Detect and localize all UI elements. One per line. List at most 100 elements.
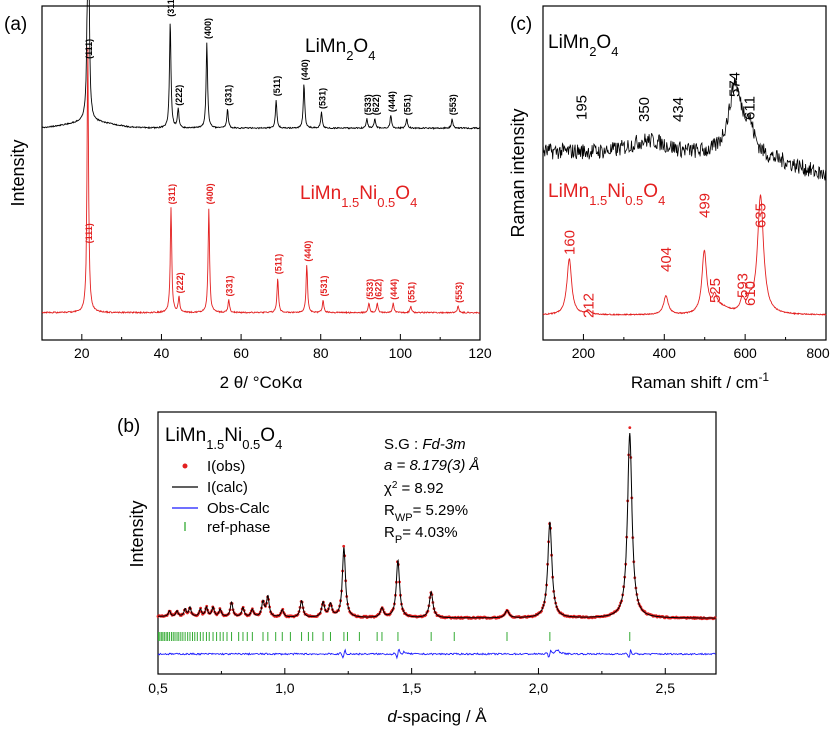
r-p: RP= 4.03%	[384, 524, 458, 546]
b-xtick-label: 1,5	[402, 680, 422, 696]
a-xtick-label: 60	[233, 345, 249, 361]
panel-b-xlabel: d-spacing / Å	[387, 707, 487, 726]
panel-a-series	[41, 0, 481, 315]
panel-a-legend-limn2o4: LiMn2O4	[305, 36, 375, 63]
a-hkl-label: (531)	[318, 88, 328, 109]
a-xtick-label: 20	[74, 345, 90, 361]
panel-a-legend-lmno: LiMn1.5Ni0.5O4	[300, 183, 417, 210]
c-band-label: 160	[561, 230, 578, 255]
panel-a-hkl-labels: (111) (311) (222) (400) (331) (511) (440) (531)…	[84, 0, 464, 303]
a-hkl-label: (400)	[205, 183, 215, 204]
c-band-label: 611	[742, 96, 759, 120]
c-band-label: 593	[734, 273, 751, 298]
panel-a-xrd: (a) 20 40 60 80 100 120 (111)(311)(222)(400)(…	[4, 0, 492, 392]
panel-a-ylabel: Intensity	[8, 139, 28, 206]
a-hkl-label: (531)	[319, 276, 329, 297]
panel-c-frame	[542, 5, 827, 341]
c-xtick-label: 600	[733, 345, 757, 361]
c-band-label: 574	[727, 72, 744, 97]
legend-obs-marker	[182, 463, 188, 469]
panel-b-ylabel: Intensity	[127, 500, 147, 567]
b-obs-point	[628, 426, 632, 429]
c-series-lmno	[542, 194, 827, 317]
c-xtick-label: 400	[653, 345, 677, 361]
a-hkl-label: (533)	[363, 94, 373, 115]
panel-b-label: (b)	[117, 416, 140, 437]
a-hkl-label: (551)	[407, 282, 417, 303]
a-hkl-label: (222)	[175, 272, 185, 293]
b-xtick-label: 2,0	[529, 680, 549, 696]
b-calc-line	[158, 433, 716, 619]
a-hkl-label: (111)	[84, 223, 94, 243]
a-hkl-label: (444)	[389, 279, 399, 300]
c-band-label: 525	[707, 278, 724, 303]
panel-b-x-ticks: 0,5 1,0 1,5 2,0 2,5	[148, 668, 675, 696]
c-band-label: 195	[573, 95, 590, 120]
a-hkl-label: (511)	[272, 76, 282, 97]
chi-squared: χ2 = 8.92	[384, 480, 444, 498]
a-hkl-label: (440)	[300, 59, 310, 80]
a-hkl-label: (222)	[174, 85, 184, 106]
c-series-limn2o4	[542, 77, 826, 181]
a-hkl-label: (444)	[387, 91, 397, 112]
r-wp: RWP= 5.29%	[384, 502, 468, 524]
panel-c-ylabel: Raman intensity	[508, 108, 528, 237]
panel-a-x-ticks: 20 40 60 80 100 120	[41, 334, 492, 361]
a-series-0	[41, 0, 480, 130]
legend-diff-label: Obs-Calc	[207, 500, 270, 517]
legend-obs-label: I(obs)	[207, 458, 245, 475]
c-xtick-label: 800	[806, 345, 830, 361]
panel-b-legend: I(obs) I(calc) Obs-Calc ref-phase	[172, 458, 270, 536]
panel-c-xlabel: Raman shift / cm-1	[631, 370, 770, 392]
space-group: S.G : Fd-3m	[384, 436, 466, 453]
c-band-label: 350	[636, 97, 653, 122]
panel-c-series	[542, 77, 827, 317]
panel-b-compound: LiMn1.5Ni0.5O4	[165, 425, 282, 452]
b-xtick-label: 1,0	[275, 680, 295, 696]
a-hkl-label: (311)	[167, 184, 177, 205]
a-series-1	[41, 47, 481, 315]
panel-b-series	[156, 426, 717, 660]
a-hkl-label: (622)	[373, 279, 383, 300]
legend-calc-label: I(calc)	[207, 479, 248, 496]
a-xtick-label: 120	[468, 345, 492, 361]
c-band-label: 499	[696, 193, 713, 218]
c-xtick-label: 200	[572, 345, 596, 361]
a-hkl-label: (440)	[303, 241, 313, 262]
panel-a-frame	[41, 5, 481, 341]
legend-ref-label: ref-phase	[207, 519, 270, 536]
a-hkl-label: (551)	[403, 94, 413, 115]
b-diff-line	[157, 648, 716, 660]
panel-b-refinement: S.G : Fd-3m a = 8.179(3) Å χ2 = 8.92 RWP=…	[384, 436, 479, 546]
c-band-label: 212	[580, 293, 597, 318]
a-hkl-label: (331)	[224, 85, 234, 106]
a-hkl-label: (400)	[203, 18, 213, 39]
c-band-label: 404	[658, 247, 675, 272]
c-band-label: 610	[742, 281, 759, 306]
c-band-label: 635	[753, 203, 770, 228]
a-hkl-label: (622)	[371, 94, 381, 115]
panel-a-label: (a)	[4, 14, 27, 35]
a-hkl-label: (511)	[274, 254, 284, 275]
panel-c-label: (c)	[510, 14, 532, 35]
a-xtick-label: 40	[154, 345, 170, 361]
a-hkl-label: (311)	[166, 0, 176, 17]
a-hkl-label: (331)	[225, 276, 235, 297]
a-hkl-label: (553)	[454, 282, 464, 303]
panel-b-frame	[157, 411, 717, 675]
panel-c-legend-lmno: LiMn1.5Ni0.5O4	[548, 181, 665, 208]
panel-c-x-ticks: 200 400 600 800	[542, 334, 830, 361]
b-xtick-label: 2,5	[656, 680, 676, 696]
lattice-parameter: a = 8.179(3) Å	[384, 457, 479, 474]
a-xtick-label: 80	[313, 345, 329, 361]
a-hkl-label: (533)	[365, 279, 375, 300]
a-hkl-label: (111)	[84, 39, 94, 59]
b-obs-point	[342, 544, 346, 548]
panel-c-legend-limn2o4: LiMn2O4	[548, 32, 618, 59]
panel-a-xlabel: 2 θ/ °CoKα	[220, 373, 303, 392]
b-xtick-label: 0,5	[148, 680, 168, 696]
a-xtick-label: 100	[389, 345, 413, 361]
